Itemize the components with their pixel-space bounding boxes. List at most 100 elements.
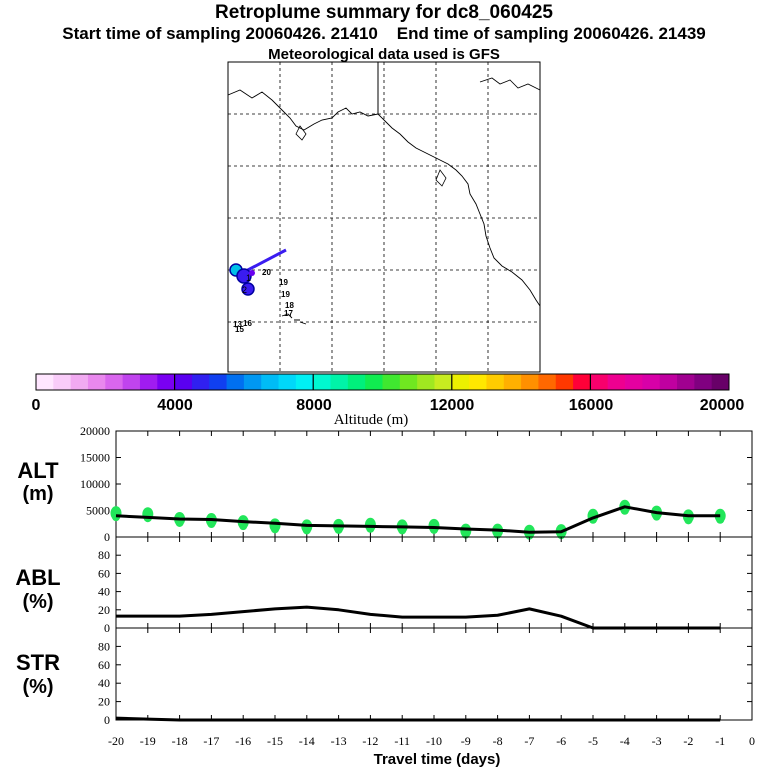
- series-line: [116, 605, 721, 630]
- colorbar-tick: 16000: [569, 397, 614, 414]
- x-tick-label: -10: [426, 734, 442, 748]
- x-tick-label: -1: [715, 734, 725, 748]
- trajectory-marker-label: 1: [246, 273, 251, 283]
- x-tick-label: -15: [267, 734, 283, 748]
- x-tick-label: -12: [362, 734, 378, 748]
- panel-str: 0 20 40 60 80: [98, 627, 753, 727]
- colorbar-swatch: [139, 374, 158, 390]
- scatter-point: [525, 531, 534, 540]
- x-tick-label: -9: [461, 734, 471, 748]
- trajectory-point: [241, 282, 255, 296]
- colorbar-swatch: [711, 374, 730, 390]
- scatter-point: [302, 526, 311, 535]
- alt-panel-label: ALT: [17, 458, 59, 483]
- x-tick-label: -6: [556, 734, 566, 748]
- x-tick-label: -20: [108, 734, 124, 748]
- island-outline: [435, 169, 447, 187]
- colorbar-swatch: [486, 374, 505, 390]
- colorbar-swatch: [209, 374, 227, 390]
- trajectory-day-label: 17: [284, 309, 293, 318]
- y-tick-label: 60: [98, 566, 110, 580]
- colorbar-frame: [35, 373, 730, 391]
- trajectory-path: [243, 248, 287, 274]
- x-tick-label: 0: [749, 734, 755, 748]
- x-axis-label: Travel time (days): [374, 751, 501, 768]
- x-tick-label: -14: [299, 734, 315, 748]
- trajectory-point: [249, 270, 255, 276]
- colorbar-tick: 20000: [700, 397, 745, 414]
- panel-alt: 0 5000 10000 15000 20000: [80, 424, 753, 544]
- y-tick-label: 10000: [80, 477, 110, 491]
- str-panel-label: STR: [16, 650, 60, 675]
- met-data-label: Meteorological data used is GFS: [268, 46, 500, 63]
- colorbar-swatch: [382, 374, 401, 390]
- colorbar-swatch: [555, 374, 574, 390]
- y-tick-label: 15000: [80, 451, 110, 465]
- coastline: [227, 89, 541, 307]
- trajectory-day-label: 16: [243, 319, 252, 328]
- scatter-point: [207, 520, 216, 529]
- colorbar-swatch: [261, 374, 279, 390]
- colorbar-swatch: [122, 374, 141, 390]
- y-tick-label: 60: [98, 658, 110, 672]
- panel-abl: 0 20 40 60 80: [98, 536, 753, 635]
- y-tick-label: 20: [98, 603, 110, 617]
- x-tick-label: -8: [493, 734, 503, 748]
- timeseries-panels: 0 5000 10000 15000 20000 0 20 40 60 80 0 20 40 60 80: [80, 424, 753, 727]
- colorbar-tick: 8000: [296, 397, 332, 414]
- colorbar-swatch: [226, 374, 245, 390]
- y-tick-label: 0: [104, 530, 110, 544]
- x-tick-label: -7: [524, 734, 534, 748]
- series-line: [115, 716, 721, 722]
- panel-frame: [115, 627, 753, 721]
- scatter-point: [334, 525, 343, 534]
- y-tick-label: 80: [98, 548, 110, 562]
- colorbar-swatch: [278, 374, 297, 390]
- alt-panel-unit: (m): [22, 483, 53, 505]
- y-tick-label: 0: [104, 621, 110, 635]
- colorbar-swatch: [694, 374, 713, 390]
- coastline-north: [479, 77, 541, 91]
- scatter-point: [239, 522, 248, 531]
- colorbar-ticks: 0 4000 8000 12000 16000 20000: [32, 397, 745, 414]
- scatter-point: [271, 525, 279, 534]
- x-tick-label: -13: [331, 734, 347, 748]
- scatter-point: [684, 516, 693, 525]
- trajectory-day-label: 13: [233, 320, 242, 329]
- island-outline: [295, 125, 307, 141]
- x-tick-label: -3: [652, 734, 662, 748]
- trajectory-day-label: 19: [279, 278, 288, 287]
- x-tick-label: -11: [394, 734, 410, 748]
- scatter-point: [652, 512, 661, 521]
- colorbar-swatch: [607, 374, 626, 390]
- x-tick-label: -19: [140, 734, 156, 748]
- y-tick-label: 5000: [86, 504, 110, 518]
- colorbar-swatch: [677, 374, 695, 390]
- series-line: [115, 505, 721, 534]
- trajectory-point: [236, 268, 252, 284]
- colorbar-swatch: [191, 374, 210, 390]
- colorbar-swatch: [313, 374, 331, 390]
- colorbar-swatch: [503, 374, 522, 390]
- trajectory-day-label: 18: [285, 301, 294, 310]
- colorbar-swatch: [451, 374, 470, 390]
- colorbar-tick: 0: [32, 397, 41, 414]
- colorbar-swatch: [521, 374, 539, 390]
- trajectory-day-label: 19: [281, 290, 290, 299]
- colorbar-label: Altitude (m): [334, 412, 409, 428]
- x-tick-label: -5: [588, 734, 598, 748]
- colorbar-swatch: [243, 374, 262, 390]
- colorbar-swatch: [70, 374, 89, 390]
- y-tick-label: 40: [98, 585, 110, 599]
- colorbar-swatch: [417, 374, 435, 390]
- colorbar-swatch: [573, 374, 591, 390]
- colorbar-swatch: [434, 374, 453, 390]
- page-title: Retroplume summary for dc8_060425: [215, 2, 553, 23]
- colorbar-swatch: [157, 374, 175, 390]
- map-frame: [227, 61, 541, 373]
- scatter-point: [175, 518, 184, 527]
- abl-panel-unit: (%): [22, 591, 53, 613]
- y-tick-label: 40: [98, 676, 110, 690]
- str-panel-unit: (%): [22, 676, 53, 698]
- x-tick-label: -18: [172, 734, 188, 748]
